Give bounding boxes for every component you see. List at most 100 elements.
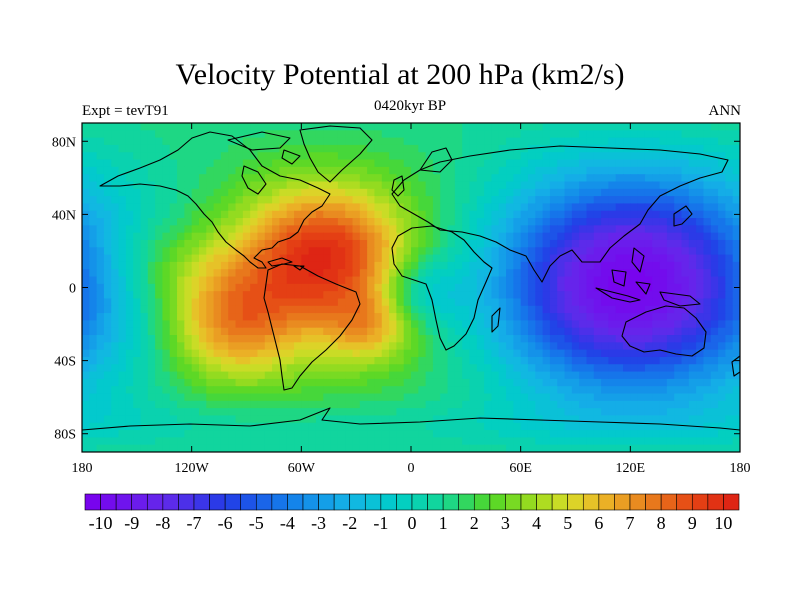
field-cell <box>681 276 690 285</box>
field-cell <box>469 203 478 212</box>
field-cell <box>491 415 500 424</box>
field-cell <box>513 232 522 241</box>
field-cell <box>644 144 653 153</box>
field-cell <box>586 130 595 139</box>
field-cell <box>520 203 529 212</box>
field-cell <box>520 356 529 365</box>
field-cell <box>718 444 726 452</box>
field-cell <box>513 356 522 365</box>
field-cell <box>718 371 726 380</box>
field-cell <box>571 232 580 241</box>
field-cell <box>454 386 463 395</box>
field-cell <box>644 166 653 175</box>
field-cell <box>418 386 427 395</box>
field-cell <box>264 254 273 263</box>
field-cell <box>615 327 624 336</box>
field-cell <box>345 415 354 424</box>
field-cell <box>644 130 653 139</box>
field-cell <box>147 291 156 300</box>
field-cell <box>286 327 295 336</box>
field-cell <box>674 291 683 300</box>
field-cell <box>191 166 200 175</box>
field-cell <box>520 261 529 270</box>
field-cell <box>652 254 661 263</box>
field-cell <box>279 137 288 146</box>
field-cell <box>315 144 324 153</box>
field-cell <box>564 130 573 139</box>
field-cell <box>272 415 280 424</box>
field-cell <box>644 291 653 300</box>
field-cell <box>557 422 566 431</box>
field-cell <box>147 408 156 417</box>
field-cell <box>484 298 493 307</box>
field-cell <box>498 335 507 343</box>
field-cell <box>469 123 478 131</box>
field-cell <box>213 393 222 402</box>
field-cell <box>579 152 588 161</box>
field-cell <box>389 261 397 270</box>
field-cell <box>381 349 390 358</box>
field-cell <box>89 232 98 241</box>
field-cell <box>103 437 112 446</box>
field-cell <box>440 356 449 365</box>
field-cell <box>272 254 280 263</box>
field-cell <box>206 247 215 256</box>
field-cell <box>506 123 514 131</box>
field-cell <box>323 210 332 219</box>
field-cell <box>125 444 134 452</box>
field-cell <box>133 335 142 343</box>
field-cell <box>308 335 317 343</box>
field-cell <box>513 313 522 321</box>
field-cell <box>162 320 171 329</box>
field-cell <box>527 291 536 300</box>
field-cell <box>308 378 317 387</box>
field-cell <box>601 305 609 314</box>
field-cell <box>520 196 529 205</box>
field-cell <box>89 196 98 205</box>
field-cell <box>323 225 332 234</box>
field-cell <box>301 400 310 409</box>
field-cell <box>118 298 127 307</box>
field-cell <box>447 130 456 139</box>
field-cell <box>542 320 551 329</box>
coast-australia <box>621 305 707 357</box>
field-cell <box>652 261 661 270</box>
field-cell <box>608 364 617 373</box>
field-cell <box>579 225 588 234</box>
field-cell <box>279 232 288 241</box>
field-cell <box>111 349 120 358</box>
field-cell <box>301 225 310 234</box>
field-cell <box>96 210 105 219</box>
field-cell <box>688 159 697 168</box>
field-cell <box>586 261 595 270</box>
field-cell <box>301 166 310 175</box>
field-cell <box>125 364 134 373</box>
field-cell <box>630 130 639 139</box>
field-cell <box>389 159 397 168</box>
field-cell <box>557 130 566 139</box>
field-cell <box>454 327 463 336</box>
field-cell <box>440 152 449 161</box>
field-cell <box>403 130 412 139</box>
coast-africa <box>391 225 493 351</box>
field-cell <box>593 203 602 212</box>
field-cell <box>593 225 602 234</box>
field-cell <box>440 196 449 205</box>
field-cell <box>286 181 295 190</box>
field-cell <box>103 188 112 197</box>
field-cell <box>630 276 639 285</box>
field-cell <box>644 276 653 285</box>
field-cell <box>411 159 419 168</box>
field-cell <box>506 283 514 292</box>
field-cell <box>403 144 412 153</box>
field-cell <box>257 393 266 402</box>
field-cell <box>637 400 646 409</box>
field-cell <box>345 210 354 219</box>
field-cell <box>228 159 237 168</box>
field-cell <box>367 342 376 351</box>
field-cell <box>198 422 207 431</box>
field-cell <box>579 415 588 424</box>
x-tick-label: 60W <box>288 461 316 476</box>
field-cell <box>162 327 171 336</box>
field-cell <box>615 261 624 270</box>
